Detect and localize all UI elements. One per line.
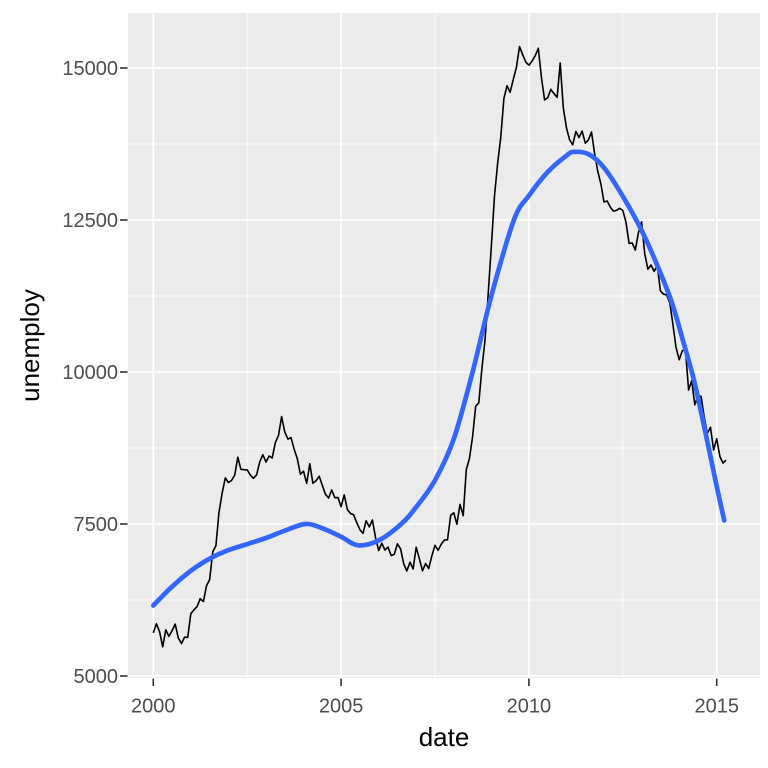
- x-axis-title: date: [419, 722, 470, 752]
- y-axis-tick-label: 15000: [62, 58, 118, 80]
- axis-ticks: [120, 67, 718, 686]
- y-axis-tick-label: 5000: [74, 666, 119, 688]
- unemploy-raw-line: [152, 45, 727, 648]
- x-axis-tick-label: 2000: [131, 696, 176, 718]
- loess-smooth-line: [150, 149, 727, 608]
- x-axis-tick-label: 2005: [319, 696, 364, 718]
- y-axis-tick-label: 12500: [62, 210, 118, 232]
- data-layer: [150, 45, 727, 648]
- y-axis-tick-label: 7500: [74, 514, 119, 536]
- panel-layer: [128, 13, 760, 678]
- panel-background: [128, 13, 760, 678]
- y-axis-title: unemploy: [15, 289, 45, 402]
- y-axis-tick-label: 10000: [62, 362, 118, 384]
- axis-tick-labels: 2000 2005 2010 2015 5000 7500 10000 12500 15000: [62, 58, 739, 717]
- x-axis-tick-label: 2010: [507, 696, 552, 718]
- minor-gridlines: [128, 13, 760, 678]
- x-axis-tick-label: 2015: [694, 696, 739, 718]
- major-gridlines: [128, 13, 760, 678]
